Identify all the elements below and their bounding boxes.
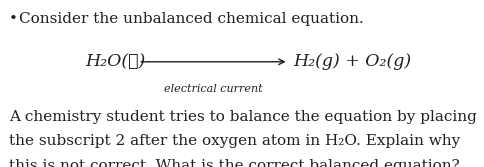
Text: A chemistry student tries to balance the equation by placing: A chemistry student tries to balance the… [9,110,476,124]
Text: the subscript 2 after the oxygen atom in H₂O. Explain why: the subscript 2 after the oxygen atom in… [9,134,459,148]
Text: H₂(g) + O₂(g): H₂(g) + O₂(g) [293,53,411,70]
Text: H₂O(ℓ): H₂O(ℓ) [85,53,145,70]
Text: electrical current: electrical current [164,84,262,94]
Text: this is not correct. What is the correct balanced equation?: this is not correct. What is the correct… [9,159,458,167]
Text: Consider the unbalanced chemical equation.: Consider the unbalanced chemical equatio… [19,12,363,26]
Text: •: • [9,12,17,26]
